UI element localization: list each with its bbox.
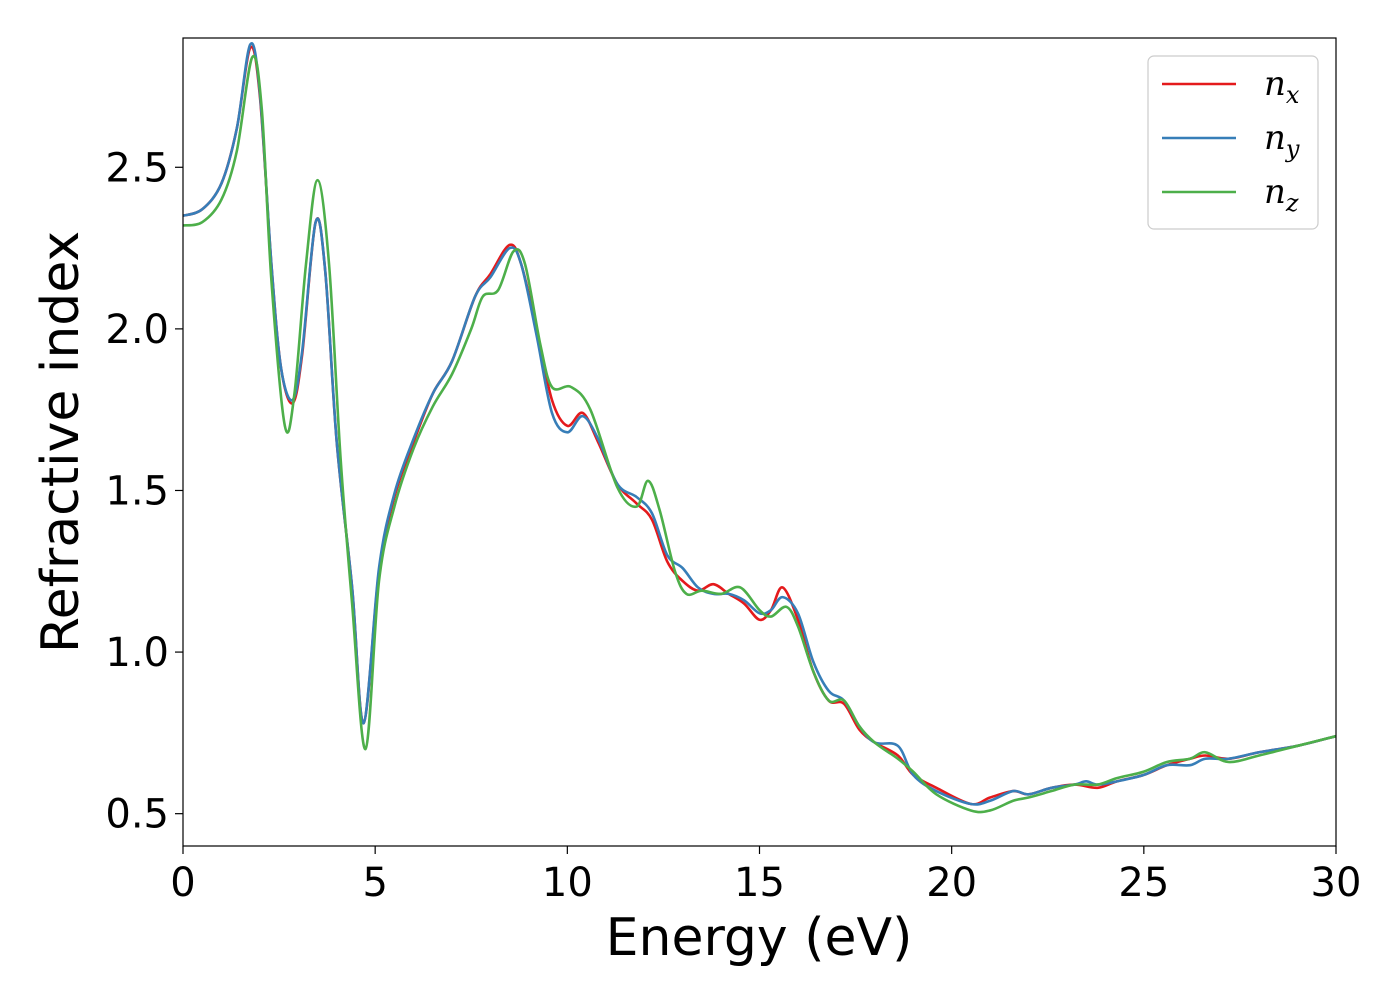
y-tick-label: 0.5 (105, 792, 169, 838)
x-tick-label: 0 (170, 860, 195, 906)
legend-label-subscript: y (1285, 135, 1300, 163)
x-tick-label: 5 (362, 860, 387, 906)
legend-label-subscript: x (1286, 81, 1300, 109)
legend-label-x: nx (1264, 64, 1300, 109)
x-tick-label: 10 (542, 860, 593, 906)
series-line-y (183, 42, 1336, 806)
legend-label-subscript: z (1285, 189, 1299, 217)
y-tick-label: 1.0 (105, 630, 169, 676)
series-layer (183, 42, 1336, 814)
legend-box (1147, 55, 1319, 230)
series-line-z (183, 54, 1336, 814)
legend-label-base: n (1264, 64, 1286, 104)
x-axis-ticks: 0 5 10 15 20 25 30 (170, 846, 1361, 906)
legend-label-base: n (1264, 118, 1286, 158)
legend-label-y: ny (1264, 118, 1300, 163)
x-tick-label: 25 (1118, 860, 1169, 906)
y-axis-ticks: 0.5 1.0 1.5 2.0 2.5 (105, 145, 183, 838)
x-tick-label: 15 (734, 860, 785, 906)
legend-label-base: n (1264, 172, 1286, 212)
y-axis-title: Refractive index (31, 231, 91, 653)
y-tick-label: 2.5 (105, 145, 169, 191)
x-tick-label: 20 (926, 860, 977, 906)
y-tick-label: 2.0 (105, 307, 169, 353)
x-tick-label: 30 (1311, 860, 1362, 906)
y-tick-label: 1.5 (105, 468, 169, 514)
x-axis-title: Energy (eV) (606, 908, 913, 968)
legend-label-z: nz (1264, 172, 1299, 217)
